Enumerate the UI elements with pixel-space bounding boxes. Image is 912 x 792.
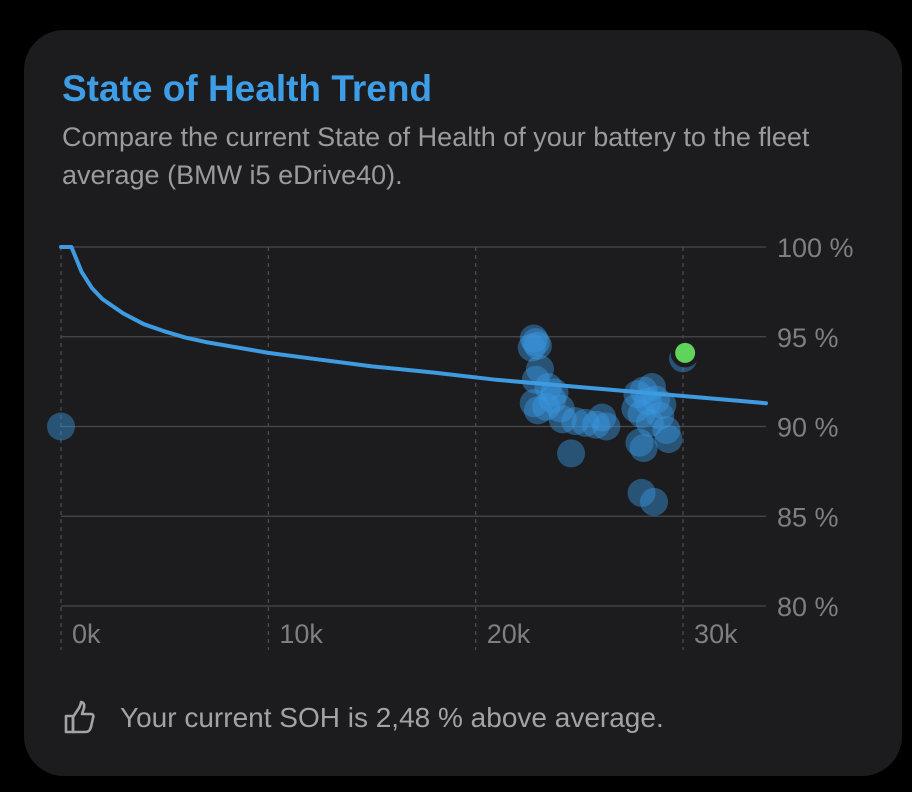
y-tick-label: 85 % <box>777 502 839 532</box>
fleet-point <box>646 401 675 430</box>
fleet-point <box>548 405 577 434</box>
y-tick-label: 80 % <box>777 592 839 622</box>
fleet-point <box>625 428 654 457</box>
fleet-point <box>621 394 650 423</box>
x-tick-label: 10k <box>279 619 323 649</box>
y-axis-tick-labels: 100 % 95 % 90 % 85 % 80 % <box>777 233 854 622</box>
fleet-point <box>627 399 656 428</box>
x-tick-label: 30k <box>694 619 738 649</box>
fleet-point <box>532 392 561 421</box>
fleet-point <box>546 394 575 423</box>
x-axis-tick-labels: 0k 10k 20k 30k <box>72 619 738 649</box>
y-tick-label: 95 % <box>777 323 839 353</box>
fleet-point <box>623 380 652 409</box>
fleet-point <box>652 416 681 445</box>
fleet-point <box>521 365 550 394</box>
fleet-point <box>640 487 669 516</box>
fleet-point <box>581 410 610 439</box>
fleet-point <box>629 434 658 463</box>
current-vehicle-point-group <box>670 338 700 368</box>
x-tick-label: 0k <box>72 619 101 649</box>
current-vehicle-point <box>675 342 696 363</box>
fleet-point <box>648 390 677 419</box>
fleet-point <box>523 396 552 425</box>
fleet-point <box>627 478 656 507</box>
thumbs-up-icon <box>62 700 98 736</box>
fleet-average-trend-line <box>59 245 768 406</box>
fleet-point <box>538 385 567 414</box>
soh-summary-text: Your current SOH is 2,48 % above average… <box>120 702 664 733</box>
fleet-point <box>523 331 552 360</box>
fleet-point <box>534 373 563 402</box>
fleet-point <box>592 412 621 441</box>
y-tick-label: 90 % <box>777 413 839 443</box>
fleet-points <box>47 324 698 516</box>
card-title: State of Health Trend <box>62 68 433 109</box>
y-tick-label: 100 % <box>777 233 854 263</box>
card-subtitle: Compare the current State of Health of y… <box>62 122 810 190</box>
soh-summary: Your current SOH is 2,48 % above average… <box>62 700 664 736</box>
fleet-point <box>47 412 75 441</box>
fleet-point <box>561 407 590 436</box>
x-tick-label: 20k <box>487 619 531 649</box>
fleet-point <box>519 389 548 418</box>
fleet-point <box>525 355 554 384</box>
fleet-point <box>571 408 600 437</box>
fleet-point <box>519 324 548 353</box>
fleet-point <box>588 403 617 432</box>
fleet-point <box>654 425 683 454</box>
fleet-point <box>557 439 586 468</box>
fleet-point <box>521 328 550 357</box>
fleet-point <box>517 333 546 362</box>
fleet-point <box>635 408 664 437</box>
